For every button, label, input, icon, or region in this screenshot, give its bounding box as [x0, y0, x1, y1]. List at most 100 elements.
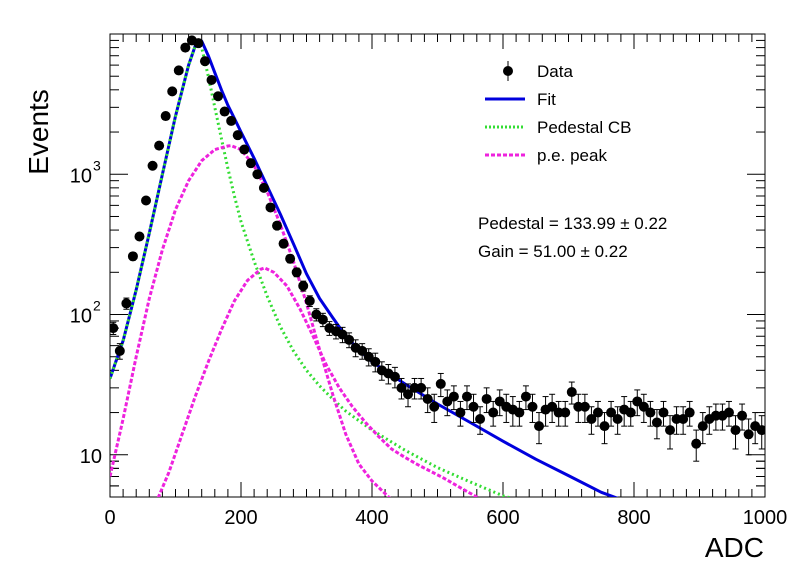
- data-marker: [481, 393, 492, 404]
- data-point: [219, 106, 230, 117]
- x-tick-label: 600: [486, 507, 519, 529]
- data-marker: [606, 407, 617, 418]
- data-point: [285, 253, 296, 264]
- data-marker: [193, 38, 204, 49]
- data-point: [396, 377, 407, 400]
- data-point: [651, 409, 662, 440]
- data-marker: [213, 91, 224, 102]
- legend-label: Data: [537, 62, 573, 81]
- data-point: [599, 412, 610, 445]
- data-point: [468, 393, 479, 423]
- data-point: [488, 400, 499, 427]
- data-point: [455, 400, 466, 427]
- data-marker: [520, 391, 531, 402]
- data-marker: [298, 280, 309, 291]
- data-point: [612, 406, 623, 435]
- data-point: [213, 91, 224, 102]
- data-marker: [141, 195, 152, 206]
- data-point: [127, 251, 138, 262]
- data-marker: [435, 378, 446, 389]
- data-marker: [127, 251, 138, 262]
- legend-item-pe: p.e. peak: [485, 146, 607, 165]
- data-point: [737, 403, 748, 431]
- data-marker: [317, 314, 328, 325]
- data-marker: [560, 407, 571, 418]
- data-point: [154, 140, 165, 151]
- data-marker: [110, 323, 119, 334]
- data-point: [344, 332, 355, 349]
- fit-curves: [110, 38, 619, 497]
- p-e-peak-curve-4: [156, 266, 481, 497]
- data-point: [527, 393, 538, 423]
- x-tick-label: 1000: [743, 507, 788, 529]
- data-point: [435, 372, 446, 398]
- data-marker: [226, 115, 237, 126]
- data-point: [173, 65, 184, 76]
- data-point: [121, 297, 132, 310]
- data-marker: [232, 130, 243, 141]
- x-axis-title: ADC: [705, 532, 764, 563]
- data-point: [258, 182, 269, 193]
- data-marker: [599, 421, 610, 432]
- data-marker: [121, 298, 132, 309]
- data-marker: [239, 144, 250, 155]
- y-tick-label: 10: [70, 165, 92, 187]
- data-marker: [199, 56, 210, 67]
- data-point: [304, 295, 315, 308]
- data-marker: [396, 382, 407, 393]
- data-point: [180, 42, 191, 53]
- x-tick-label: 0: [104, 507, 115, 529]
- data-point: [586, 406, 597, 435]
- y-tick-label: 10: [70, 306, 92, 328]
- data-marker: [370, 356, 381, 367]
- legend-item-ped: Pedestal CB: [485, 118, 632, 137]
- data-point: [461, 385, 472, 411]
- data-marker: [278, 238, 289, 249]
- data-point: [199, 56, 210, 67]
- x-tick-label: 400: [355, 507, 388, 529]
- data-marker: [592, 407, 603, 418]
- data-marker: [461, 391, 472, 402]
- data-marker: [422, 393, 433, 404]
- data-point: [416, 377, 427, 400]
- data-marker: [547, 401, 558, 412]
- data-point: [272, 220, 283, 231]
- data-marker: [737, 410, 748, 421]
- data-marker: [245, 158, 256, 169]
- data-point: [448, 385, 459, 411]
- fit-parameter-1: Gain = 51.00 ± 0.22: [478, 242, 628, 261]
- y-tick-exponent: 3: [93, 157, 101, 173]
- data-marker: [697, 421, 708, 432]
- data-marker: [514, 407, 525, 418]
- legend-symbol: [503, 66, 513, 76]
- data-point: [704, 406, 715, 435]
- data-points: [110, 35, 765, 462]
- data-marker: [658, 407, 669, 418]
- data-point: [141, 195, 152, 206]
- x-tick-label: 200: [224, 507, 257, 529]
- data-marker: [468, 401, 479, 412]
- data-marker: [291, 267, 302, 278]
- data-point: [534, 412, 545, 445]
- data-point: [540, 396, 551, 427]
- data-marker: [448, 391, 459, 402]
- data-point: [723, 400, 734, 427]
- data-marker: [304, 295, 315, 306]
- data-marker: [147, 160, 158, 171]
- data-marker: [357, 345, 368, 356]
- data-point: [422, 387, 433, 414]
- data-marker: [114, 345, 125, 356]
- x-tick-labels: 0 200 400 600 800 1000: [104, 507, 787, 529]
- data-point: [357, 343, 368, 360]
- data-point: [226, 115, 237, 126]
- legend-item-fit: Fit: [485, 90, 556, 109]
- data-point: [606, 400, 617, 427]
- data-marker: [534, 421, 545, 432]
- data-marker: [756, 425, 765, 436]
- data-point: [645, 400, 656, 427]
- data-point: [481, 387, 492, 414]
- data-point: [697, 412, 708, 445]
- data-marker: [723, 407, 734, 418]
